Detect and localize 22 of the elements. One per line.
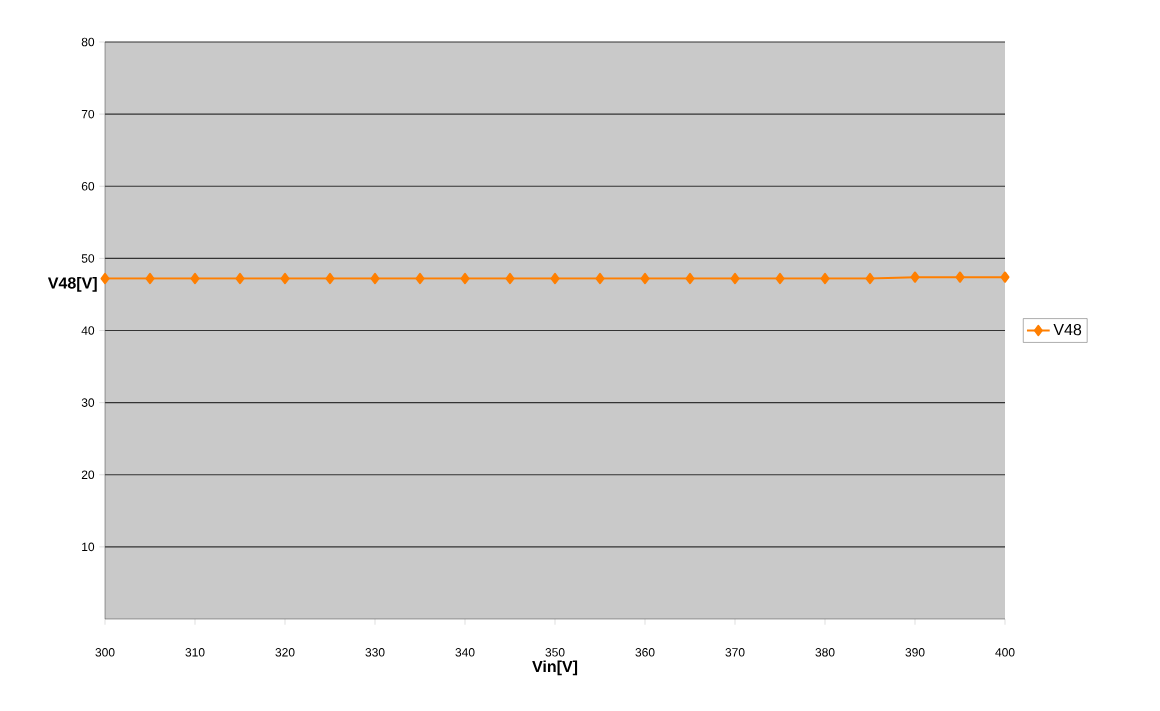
x-tick-label: 390 [905, 648, 925, 657]
x-tick-label: 340 [455, 648, 475, 657]
y-tick-label: 60 [81, 182, 95, 191]
x-axis-title: Vin[V] [532, 660, 578, 676]
x-tick-label: 360 [635, 648, 655, 657]
x-tick-label: 300 [95, 648, 115, 657]
y-tick-label: 40 [81, 326, 95, 335]
y-tick-label: 20 [81, 470, 95, 480]
y-tick-label: 50 [81, 254, 95, 263]
y-tick-label: 10 [82, 542, 95, 552]
x-tick-label: 310 [185, 648, 205, 657]
legend-label: V48 [1053, 323, 1082, 336]
x-tick-label: 350 [545, 648, 565, 657]
x-tick-label: 380 [815, 648, 835, 657]
y-tick-label: 30 [81, 398, 95, 407]
x-tick-label: 330 [365, 648, 385, 657]
y-axis-title: V48[V] [47, 276, 97, 292]
x-tick-label: 400 [995, 648, 1015, 657]
y-tick-label: 70 [81, 109, 95, 119]
y-tick-label: 80 [81, 37, 95, 47]
x-tick-label: 320 [275, 648, 295, 657]
x-tick-label: 370 [725, 648, 745, 657]
